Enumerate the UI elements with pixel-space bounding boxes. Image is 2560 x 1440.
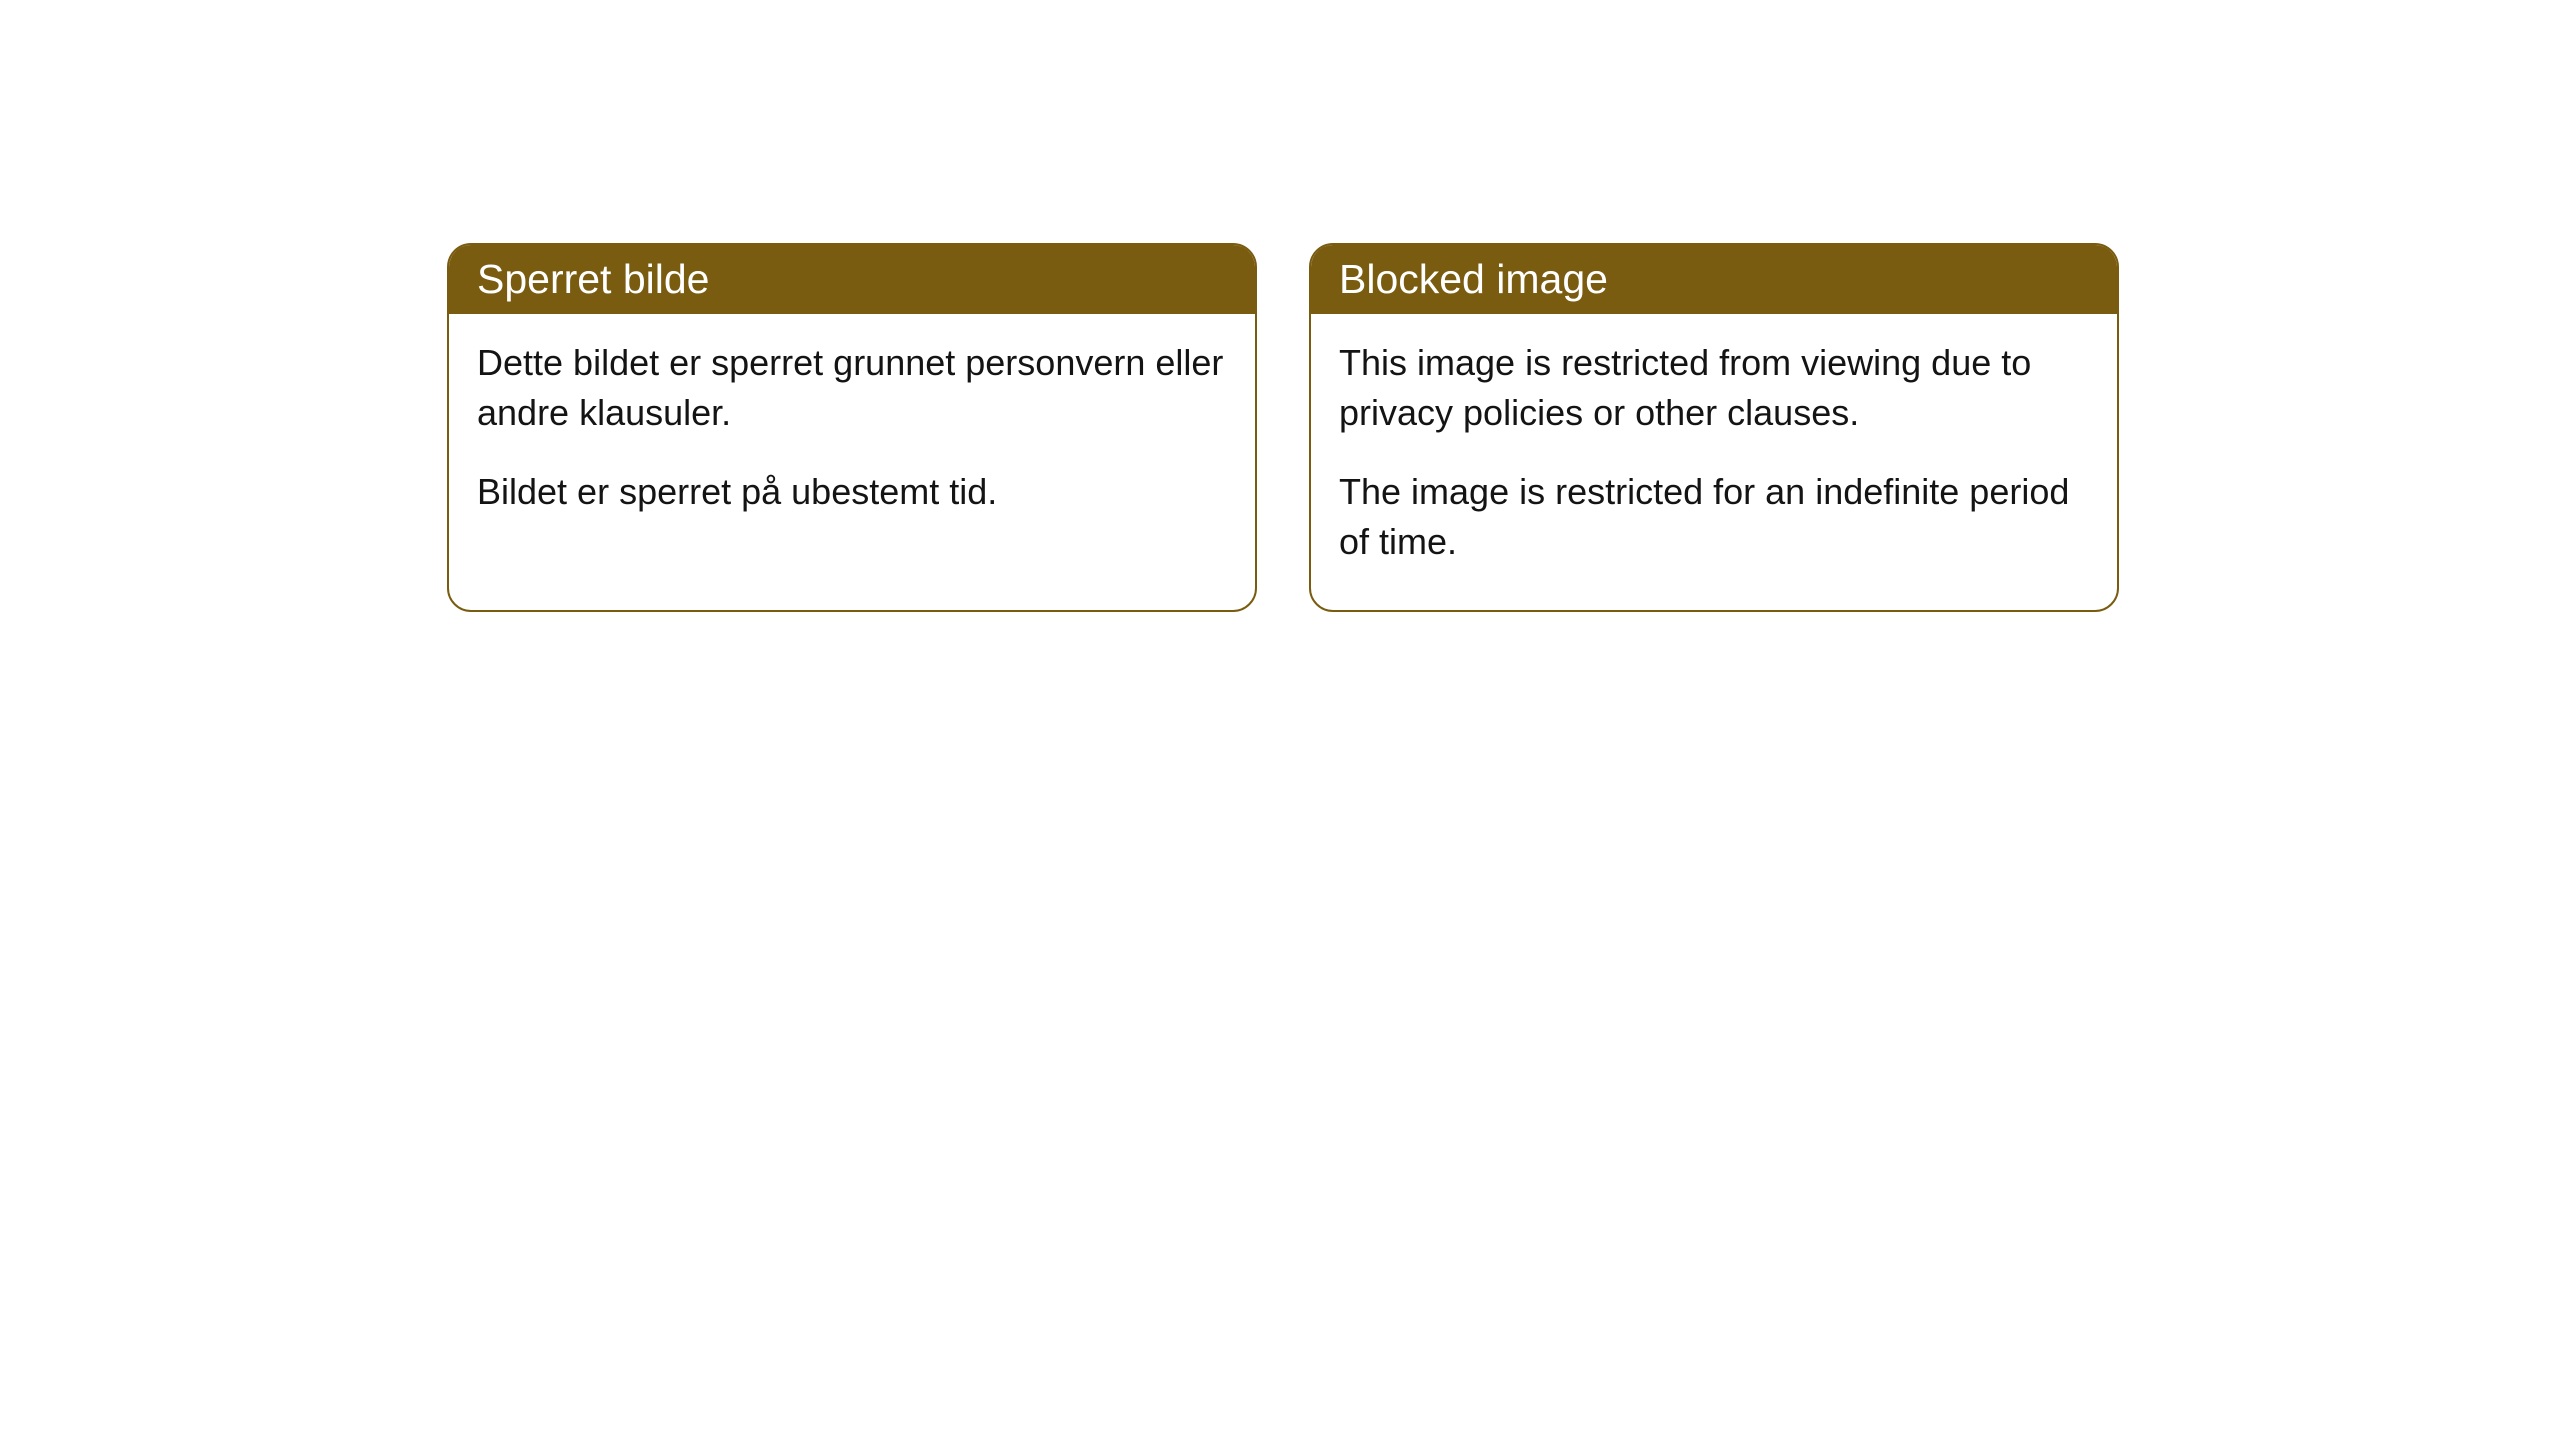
- card-body: This image is restricted from viewing du…: [1311, 314, 2117, 610]
- card-paragraph-1: This image is restricted from viewing du…: [1339, 338, 2089, 439]
- card-title: Blocked image: [1339, 256, 1608, 302]
- notice-container: Sperret bilde Dette bildet er sperret gr…: [0, 0, 2560, 612]
- card-header: Sperret bilde: [449, 245, 1255, 314]
- card-paragraph-2: Bildet er sperret på ubestemt tid.: [477, 467, 1227, 517]
- notice-card-english: Blocked image This image is restricted f…: [1309, 243, 2119, 612]
- card-header: Blocked image: [1311, 245, 2117, 314]
- card-paragraph-2: The image is restricted for an indefinit…: [1339, 467, 2089, 568]
- card-title: Sperret bilde: [477, 256, 709, 302]
- notice-card-norwegian: Sperret bilde Dette bildet er sperret gr…: [447, 243, 1257, 612]
- card-body: Dette bildet er sperret grunnet personve…: [449, 314, 1255, 559]
- card-paragraph-1: Dette bildet er sperret grunnet personve…: [477, 338, 1227, 439]
